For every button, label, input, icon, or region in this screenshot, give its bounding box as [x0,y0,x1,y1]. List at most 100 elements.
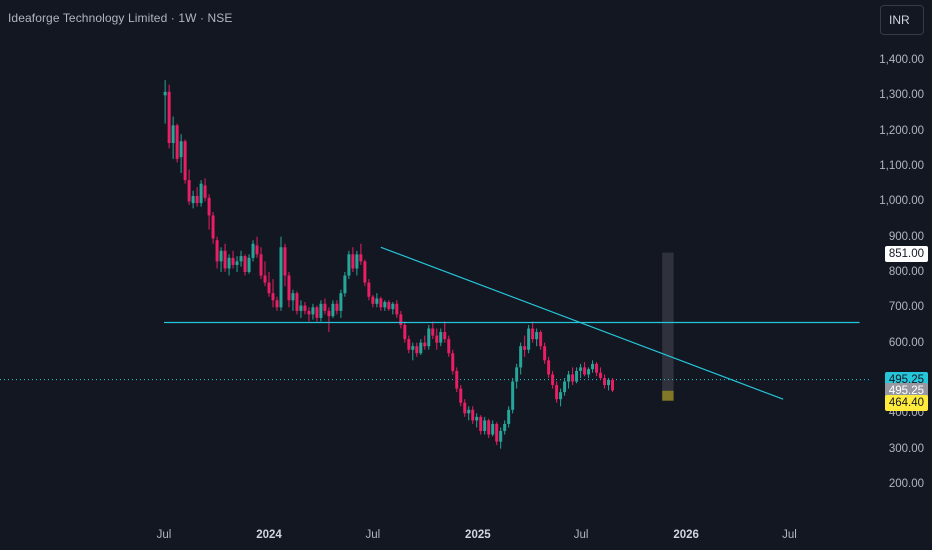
candle [431,321,435,340]
chart-title: Ideaforge Technology Limited · 1W · NSE [8,11,233,25]
candle-body [215,240,219,262]
candle-body [179,141,183,158]
candle-body [191,196,195,204]
candle-body [543,346,547,361]
candle [267,272,271,297]
candle [203,178,207,202]
candle-body [487,420,491,435]
candle [543,342,547,364]
x-tick-label: 2024 [256,529,282,541]
candle [283,243,287,287]
candle [487,418,491,439]
candle [183,139,187,184]
candle-body [363,261,367,283]
candle-body [175,125,179,159]
candle [303,302,307,315]
candle-body [347,254,351,276]
candle-body [303,305,307,311]
candle-body [435,335,439,343]
candle-body [411,346,415,350]
y-tick-label: 600.00 [888,336,924,349]
y-tick-label: 1,100.00 [879,160,924,172]
candle [363,259,367,287]
candle-body [439,332,443,343]
candle-body [427,328,431,347]
candle-body [415,346,419,354]
candle [163,80,167,124]
candle-body [471,409,475,421]
candle [335,300,339,315]
candle [423,335,427,350]
candle-body [459,388,463,403]
candle [167,84,171,149]
candle-body [163,91,167,96]
candle [507,406,511,428]
price-tag-yellow: 464.40 [884,394,928,411]
candle [279,236,283,311]
candle [231,250,235,269]
candle-body [531,328,535,340]
candle [211,211,215,244]
candle [271,279,275,308]
candle [327,307,331,333]
candle [219,247,223,272]
candle-body [195,196,199,204]
candle-body [279,247,283,308]
candle [523,335,527,357]
candle-body [207,197,211,216]
candles [163,80,615,449]
candle [551,370,555,389]
candle-body [527,328,531,350]
candle [391,302,395,315]
candle [263,261,267,287]
candle [467,406,471,421]
candle [255,236,259,258]
candle-body [259,254,263,276]
x-tick-label: Jul [156,529,172,541]
candle-body [523,346,527,350]
candle [479,415,483,435]
candle-body [211,215,215,239]
trendline[interactable] [380,246,784,400]
y-tick-label: 800.00 [888,266,924,278]
candle-body [391,303,395,310]
candle [355,250,359,276]
candle-body [327,310,331,317]
candle [243,254,247,276]
candle [599,367,603,380]
candle-body [591,363,595,370]
candle-body [199,183,203,204]
candle [251,240,255,262]
candle-body [367,282,371,297]
candle [571,367,575,386]
candle [603,374,607,389]
candle [591,360,595,373]
currency-selector[interactable]: INR [880,5,924,35]
x-tick-label: Jul [782,529,797,541]
candle-body [495,423,499,442]
candle [227,254,231,276]
candle [563,378,567,396]
candle-body [183,141,187,181]
candle [359,243,363,265]
candle [175,123,179,163]
candle-body [571,374,575,382]
candle [207,194,211,230]
candle-body [223,250,227,269]
candle [427,325,431,350]
candle [319,300,323,322]
candle [583,362,587,377]
candle [555,381,559,403]
candle [567,370,571,389]
candle-body [359,254,363,262]
candle [287,272,291,308]
candle-body [399,314,403,325]
candle-body [167,91,171,144]
candle-body [579,367,583,371]
candle [259,247,263,280]
candle [463,399,467,417]
candle-body [575,370,579,382]
projection-box-current [662,390,674,401]
candle [411,342,415,361]
